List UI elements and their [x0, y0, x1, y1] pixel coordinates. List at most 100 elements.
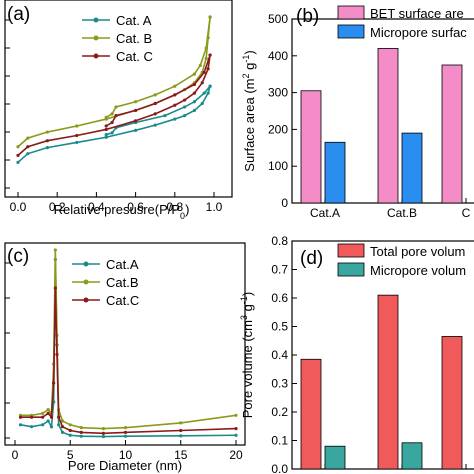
data-point	[75, 133, 79, 138]
data-point	[198, 63, 202, 68]
panel-c: 0 5 10 15 20 Pore Diameter (nm) Cat.A Cat.B Cat.…	[4, 242, 246, 473]
data-point	[234, 413, 238, 417]
data-point	[101, 434, 105, 439]
data-point	[192, 82, 196, 87]
data-point	[53, 286, 57, 290]
data-point	[49, 415, 54, 419]
data-point	[26, 136, 30, 140]
data-point	[18, 415, 23, 419]
plot-frame	[4, 0, 233, 198]
data-point	[163, 114, 167, 118]
data-point	[60, 430, 65, 434]
data-point	[79, 426, 83, 430]
legend-marker	[93, 17, 99, 23]
legend-label: Micropore volum	[370, 263, 466, 278]
data-point	[104, 124, 108, 128]
x-tick-label: Cat.B	[387, 472, 417, 474]
data-point	[123, 434, 128, 438]
data-point	[234, 427, 238, 431]
series-line-desorption	[105, 16, 211, 119]
data-point	[68, 423, 72, 427]
legend-marker	[93, 53, 99, 59]
data-point	[26, 152, 30, 156]
x-tick-label: 0.0	[10, 200, 27, 214]
y-axis-label: Surface area (m2 g-1)	[241, 50, 257, 171]
data-point	[68, 428, 72, 433]
legend-marker	[83, 279, 89, 285]
x-tick-label: 0.8	[166, 200, 183, 214]
data-point	[68, 433, 72, 437]
legend-label: Cat.A	[106, 257, 139, 272]
legend-label: Cat. C	[116, 49, 153, 64]
x-tick-label: 0.4	[88, 200, 105, 214]
plot-frame	[4, 242, 246, 446]
data-point	[153, 123, 157, 127]
data-point	[29, 425, 34, 429]
data-point	[123, 430, 128, 434]
legend-swatch	[337, 5, 365, 20]
data-point	[53, 248, 57, 252]
data-point	[153, 112, 157, 116]
y-tick-label: 0.7	[271, 263, 288, 277]
data-point	[123, 426, 128, 430]
x-axis-label: Relative presusre(P/P0)	[54, 202, 190, 221]
legend-label: Total pore volum	[370, 244, 465, 259]
data-point	[26, 145, 30, 149]
data-point	[206, 91, 210, 95]
data-point	[16, 160, 20, 164]
legend-label: Cat.B	[106, 275, 139, 290]
legend-swatch	[337, 243, 365, 258]
data-point	[29, 415, 34, 419]
data-point	[110, 120, 114, 125]
legend-label: Micropore surfac	[370, 25, 467, 40]
data-point	[104, 133, 108, 137]
data-point	[79, 434, 83, 438]
x-axis-label: Pore Diameter (nm)	[68, 458, 182, 473]
data-point	[173, 93, 177, 97]
legend-marker	[83, 297, 89, 303]
data-point	[208, 84, 212, 88]
data-point	[45, 139, 50, 143]
legend-label: Cat. A	[116, 13, 152, 28]
data-point	[192, 108, 196, 113]
bar	[300, 90, 322, 204]
data-point	[200, 101, 204, 106]
data-point	[101, 427, 105, 431]
y-tick-label: 400	[268, 49, 288, 63]
x-tick-label: 0	[12, 448, 19, 462]
data-point	[16, 153, 20, 157]
y-tick-label: 0.6	[271, 291, 288, 305]
bar	[377, 294, 399, 470]
y-tick-label: 0.3	[271, 377, 288, 391]
bar	[401, 442, 423, 470]
series-line-adsorption	[17, 85, 211, 163]
data-point	[52, 381, 56, 385]
data-point	[114, 114, 118, 118]
data-point	[104, 135, 108, 139]
y-axis-label: Pore volume (cm3 g-1)	[239, 292, 255, 418]
data-point	[49, 425, 54, 429]
bar	[401, 132, 423, 204]
data-point	[101, 431, 105, 435]
y-tick-label: 200	[268, 122, 288, 136]
series-line-desorption	[105, 54, 211, 127]
data-point	[75, 124, 79, 128]
data-point	[79, 430, 83, 434]
y-tick-label: 0	[281, 196, 288, 210]
data-point	[179, 434, 183, 438]
panel-d: 0.0 0.1 0.2 0.3 0.4 0.5 0.6 0.7 0.8 Pore volume (…	[239, 234, 474, 474]
data-point	[192, 91, 196, 95]
data-point	[173, 117, 177, 121]
data-point	[110, 112, 114, 116]
data-point	[104, 115, 108, 119]
y-tick-label: 500	[268, 12, 288, 26]
data-point	[57, 423, 61, 427]
panel-label: (b)	[296, 6, 319, 27]
data-point	[46, 411, 50, 415]
y-tick-label: 0.5	[271, 320, 288, 334]
data-point	[55, 352, 59, 357]
x-tick-label: 1.0	[206, 200, 223, 214]
x-tick-label: 15	[174, 448, 188, 462]
bar	[324, 141, 346, 204]
series-line	[20, 287, 237, 435]
